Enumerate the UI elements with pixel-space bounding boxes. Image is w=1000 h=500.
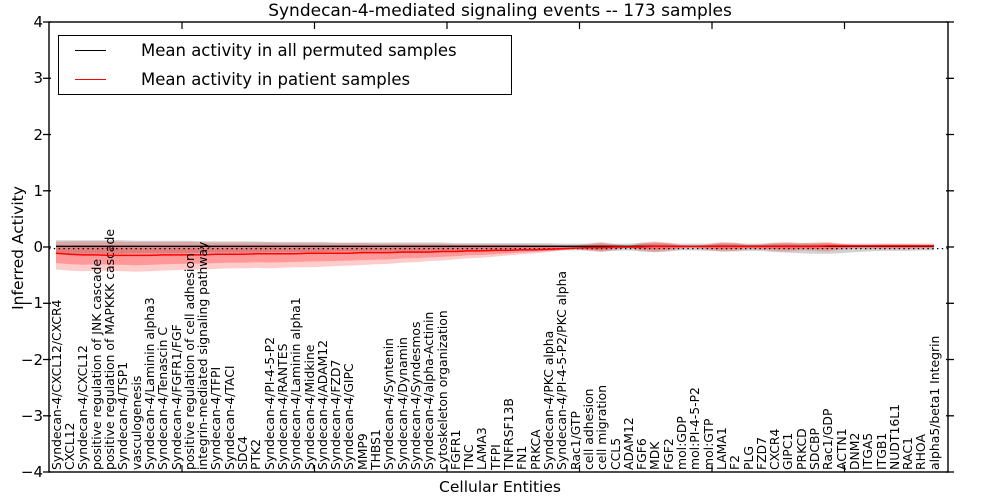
x-tick-label: ITGA5 [860, 432, 876, 470]
y-tick-label: 1 [33, 181, 43, 200]
x-tick-label: cell migration [594, 384, 610, 470]
x-tick-label: Rac1/GTP [567, 410, 583, 470]
x-tick-label: F2 [727, 454, 743, 470]
x-tick-label: Syndecan-4/FGFR1/FGF [168, 324, 184, 470]
y-tick-label: 4 [33, 13, 43, 31]
y-tick-label: 2 [33, 125, 43, 144]
x-tick-label: Syndecan-4/Laminin alpha1 [288, 297, 304, 470]
x-tick-label: Syndecan-4/Tenascin C [155, 326, 171, 470]
x-tick-label: PLG [740, 446, 756, 470]
y-tick-label: −3 [20, 406, 43, 425]
permuted-band [56, 240, 934, 254]
x-tick-label: MDK [647, 441, 663, 470]
x-tick-label: PRKCA [527, 429, 543, 470]
x-tick-label: Syndecan-4/TSP1 [115, 361, 131, 470]
x-tick-label: alpha5/beta1 Integrin [926, 335, 942, 470]
x-tick-label: cytoskeleton organization [434, 310, 450, 470]
x-tick-label: Syndecan-4/TFPI [208, 366, 224, 470]
x-tick-label: Syndecan-4/Syntenin [381, 337, 397, 470]
y-tick-label: 0 [33, 238, 43, 256]
x-tick-label: Rac1/GDP [820, 408, 836, 470]
x-tick-label: ITGB1 [873, 432, 889, 470]
x-tick-label: Syndecan-4/Dynamin [394, 336, 410, 470]
x-tick-label: mol:GTP [700, 418, 716, 470]
x-axis-label: Cellular Entities [439, 478, 561, 496]
x-tick-label: Syndecan-4/PI-4-5-P2/PKC alpha [554, 270, 570, 470]
legend-item-patient: Mean activity in patient samples [59, 65, 511, 93]
x-tick-label: Syndecan-4/GIPC [341, 363, 357, 470]
x-tick-label: Syndecan-4/PI-4-5-P2 [261, 337, 277, 470]
y-tick-label: −2 [20, 350, 43, 369]
x-tick-label: Syndecan-4/alpha-Actinin [421, 311, 437, 470]
axes-frame [48, 21, 949, 473]
x-tick-label: ACTN1 [833, 428, 849, 470]
x-tick-label: RHOA [913, 434, 929, 470]
x-tick-label: Syndecan-4/CXCL12 [75, 345, 91, 470]
legend-item-permuted: Mean activity in all permuted samples [59, 37, 511, 65]
legend-label: Mean activity in patient samples [141, 69, 411, 89]
x-tick-label: Syndecan-4/Midkine [301, 344, 317, 470]
x-tick-label: CCL5 [607, 437, 623, 470]
legend: Mean activity in all permuted samples Me… [58, 35, 512, 95]
legend-line-sample-black [75, 50, 106, 52]
x-tick-label: LAMA3 [474, 427, 490, 470]
x-tick-label: FN1 [514, 445, 530, 470]
x-tick-label: mol:PI-4-5-P2 [687, 387, 703, 470]
legend-label: Mean activity in all permuted samples [141, 41, 457, 61]
y-tick-label: −4 [20, 463, 43, 481]
x-tick-label: positive regulation of JNK cascade [88, 258, 104, 470]
patient-mean-line [55, 245, 934, 257]
chart-title: Syndecan-4-mediated signaling events -- … [268, 1, 732, 21]
x-tick-label: vasculogenesis [128, 375, 144, 470]
y-tick-label: 3 [33, 69, 43, 88]
x-tick-label: GIPC1 [780, 432, 796, 470]
x-tick-label: PTK2 [248, 438, 264, 470]
y-tick-label: −1 [20, 294, 43, 313]
legend-line-sample-red [75, 78, 106, 80]
